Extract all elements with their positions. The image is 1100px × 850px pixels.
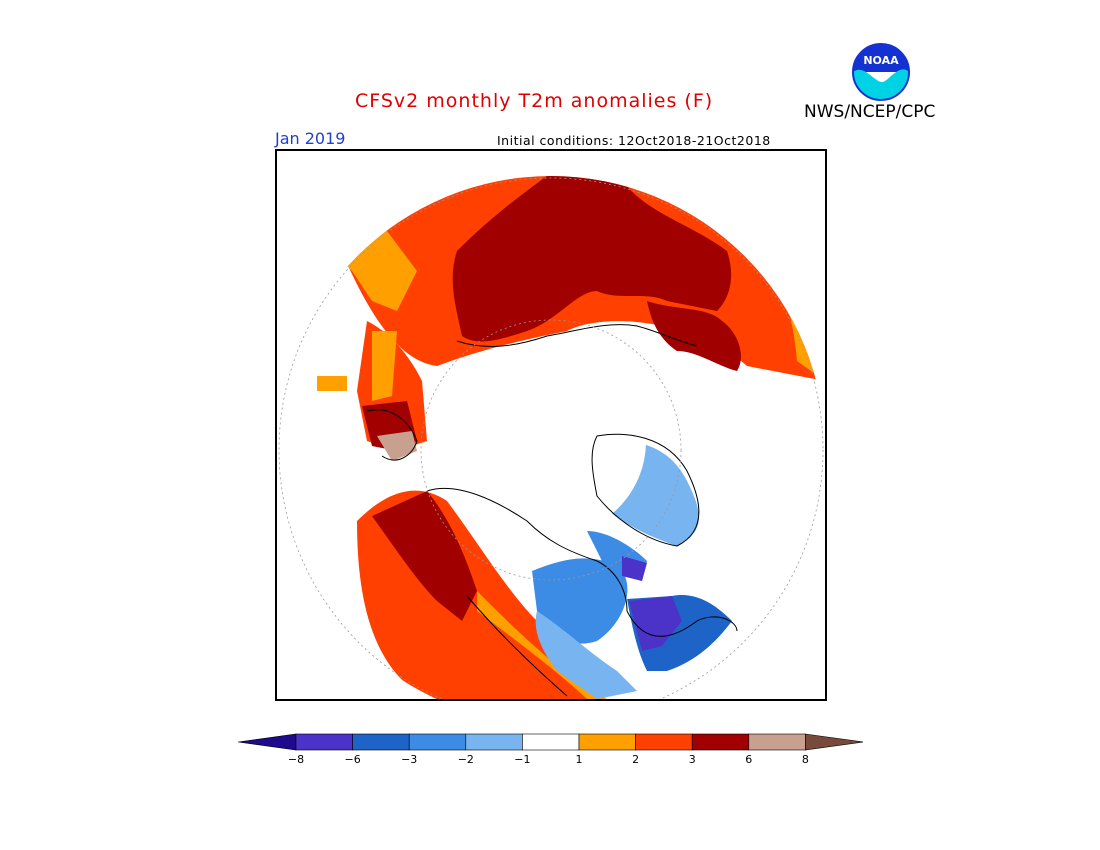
cold-mid-canada-region	[532, 558, 628, 644]
legend-bin	[295, 733, 353, 751]
arctic-neutral-region	[456, 346, 646, 536]
legend-tick-label: 6	[745, 753, 753, 766]
latitude-circle-outer	[278, 177, 824, 699]
legend-tick-label: −3	[401, 753, 418, 766]
legend-bin	[635, 733, 693, 751]
warm-light-europe-region	[372, 331, 397, 401]
coastline-eurasia	[456, 324, 698, 347]
legend-tick-label: 1	[575, 753, 583, 766]
latitude-circle-inner	[420, 319, 682, 581]
legend-tick-label: −2	[457, 753, 474, 766]
coastline-north-america	[426, 487, 738, 637]
cold-extreme-baffin-region	[622, 556, 647, 581]
warm-light-pacific-region	[317, 376, 347, 391]
legend-tick-label: −6	[344, 753, 361, 766]
legend-bin	[352, 733, 410, 751]
legend-bin	[748, 733, 806, 751]
warm-dark-east-asia-region	[647, 301, 742, 371]
legend-tick-label: 3	[688, 753, 696, 766]
coastline-alaska	[366, 409, 418, 461]
legend-bin	[578, 733, 636, 751]
logo-text: NOAA	[863, 54, 899, 67]
legend-arrow-high	[805, 733, 863, 751]
coastline-west-coast	[466, 595, 568, 697]
cold-extreme-hudson-region	[629, 596, 682, 651]
color-legend	[238, 733, 863, 751]
legend-bin	[691, 733, 750, 751]
warm-dark-siberia-region	[452, 176, 732, 342]
initial-conditions: Initial conditions: 12Oct2018-21Oct2018	[497, 133, 771, 148]
polar-map	[275, 149, 827, 701]
agency-label: NWS/NCEP/CPC	[804, 102, 936, 122]
cold-light-canada-region	[535, 611, 637, 699]
map-title: CFSv2 monthly T2m anomalies (F)	[355, 90, 714, 112]
legend-bin	[522, 733, 580, 751]
legend-tick-label: 8	[801, 753, 809, 766]
legend-tick-label: 2	[632, 753, 640, 766]
legend-bin	[408, 733, 467, 751]
legend-tick-label: −1	[514, 753, 531, 766]
coastline-greenland	[591, 433, 700, 547]
legend-arrow-low	[238, 733, 297, 751]
warm-dark-north-america-region	[372, 491, 477, 621]
warm-extreme-alaska-region	[377, 431, 417, 461]
noaa-logo: NOAA	[851, 42, 911, 102]
forecast-period: Jan 2019	[275, 129, 346, 148]
legend-tick-label: −8	[287, 753, 305, 766]
legend-bin	[465, 733, 523, 751]
